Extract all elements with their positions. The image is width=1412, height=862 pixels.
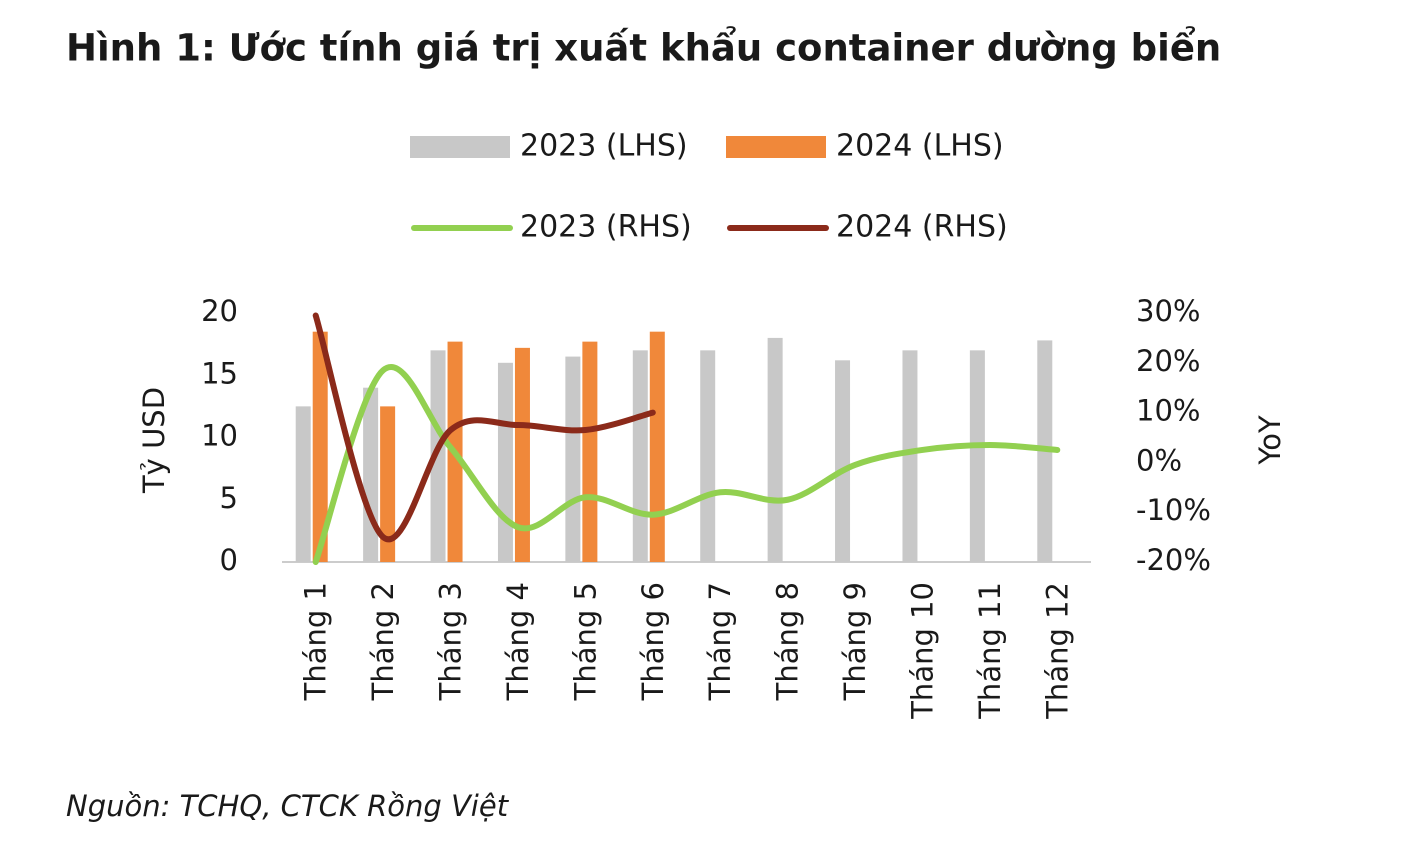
legend-label: 2024 (LHS) xyxy=(836,129,1004,164)
bar xyxy=(497,362,513,562)
y2-axis-title: YoY xyxy=(1253,415,1287,466)
x-tick-label: Tháng 12 xyxy=(1040,582,1074,720)
y2-tick-label: 0% xyxy=(1136,443,1182,477)
x-tick-label: Tháng 3 xyxy=(434,582,468,701)
x-tick-label: Tháng 7 xyxy=(703,582,737,701)
legend-label: 2023 (LHS) xyxy=(520,129,688,164)
bar xyxy=(902,350,918,562)
bar xyxy=(565,356,581,562)
line xyxy=(312,312,656,543)
source: Nguồn: TCHQ, CTCK Rồng Việt xyxy=(66,789,510,823)
bar xyxy=(363,387,379,562)
y2-tick-label: 30% xyxy=(1136,294,1200,328)
x-tick-label: Tháng 5 xyxy=(568,582,602,701)
x-tick-label: Tháng 2 xyxy=(366,582,400,701)
chart-title: Hình 1: Ước tính giá trị xuất khẩu conta… xyxy=(66,27,1221,70)
legend-swatch xyxy=(410,136,510,158)
y-tick-label: 0 xyxy=(220,543,238,577)
y-tick-label: 20 xyxy=(201,294,238,328)
x-tick-label: Tháng 8 xyxy=(771,582,805,701)
bar xyxy=(295,406,311,562)
y2-tick-label: 20% xyxy=(1136,344,1200,378)
legend-label: 2023 (RHS) xyxy=(520,210,692,245)
y2-tick-label: -10% xyxy=(1136,493,1211,527)
y-tick-label: 15 xyxy=(201,356,238,390)
bar xyxy=(380,406,396,562)
y-axis-title: Tỷ USD xyxy=(137,387,171,494)
bar xyxy=(514,347,530,562)
x-tick-label: Tháng 1 xyxy=(299,582,333,701)
y2-tick-label: -20% xyxy=(1136,543,1211,577)
x-tick-label: Tháng 9 xyxy=(838,582,872,701)
x-tick-label: Tháng 11 xyxy=(973,582,1007,720)
legend-swatch xyxy=(726,136,826,158)
legend-label: 2024 (RHS) xyxy=(836,210,1008,245)
x-tick-label: Tháng 6 xyxy=(636,582,670,701)
y-tick-label: 10 xyxy=(201,419,238,453)
bar xyxy=(649,331,665,562)
bar xyxy=(700,350,716,562)
y-tick-label: 5 xyxy=(220,481,238,515)
bar xyxy=(632,350,648,562)
bar xyxy=(430,350,446,562)
bar xyxy=(582,341,598,562)
bar xyxy=(312,331,328,562)
line xyxy=(312,364,1061,565)
bar xyxy=(969,350,985,562)
x-tick-label: Tháng 4 xyxy=(501,582,535,701)
x-tick-label: Tháng 10 xyxy=(905,582,939,720)
bar xyxy=(767,337,783,562)
bar xyxy=(835,360,851,562)
y2-tick-label: 10% xyxy=(1136,394,1200,428)
